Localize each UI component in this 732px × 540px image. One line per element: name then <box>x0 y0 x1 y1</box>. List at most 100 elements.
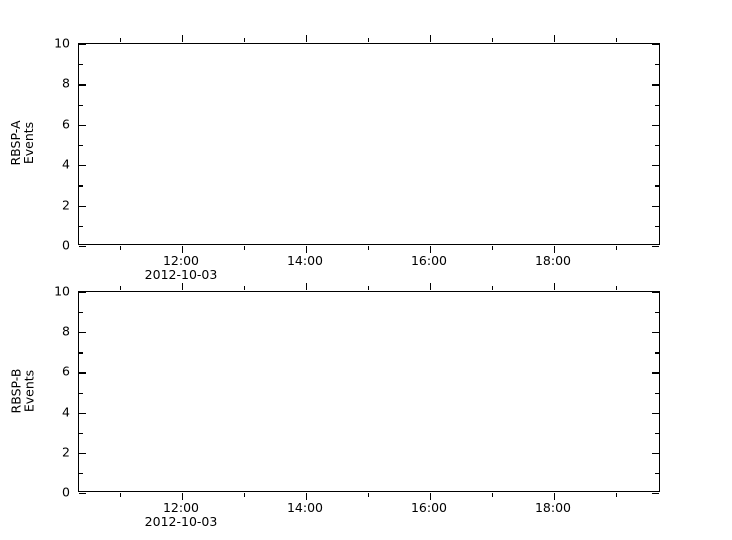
x-tick-top-minor-m1 <box>244 286 246 290</box>
x-tick-major-2 <box>430 246 432 253</box>
y-tick-right-minor-9 <box>655 312 659 314</box>
x-axis-date-label: 2012-10-03 <box>144 267 218 282</box>
y-tick-right-minor-5 <box>655 145 659 147</box>
x-tick-top-minor-m0 <box>120 286 122 290</box>
x-tick-minor-m1 <box>244 246 246 250</box>
y-tick-minor-5 <box>79 145 83 147</box>
x-tick-minor-m2 <box>368 246 370 250</box>
y-tick-right-minor-1 <box>655 225 659 228</box>
y-tick-right-major-0 <box>652 246 659 248</box>
x-tick-minor-m3 <box>492 246 494 250</box>
x-tick-top-minor-m4 <box>616 38 618 42</box>
y-tick-major-4 <box>79 165 86 167</box>
y-tick-minor-7 <box>79 352 83 354</box>
x-tick-label-1800: 18:00 <box>535 254 571 268</box>
tick-layer-rbsp-b <box>79 283 659 500</box>
y-tick-right-minor-9 <box>655 64 659 66</box>
y-tick-right-major-10 <box>652 44 659 46</box>
x-tick-major-0 <box>182 246 184 253</box>
y-tick-major-2 <box>79 452 86 455</box>
y-tick-minor-1 <box>79 472 83 475</box>
y-tick-major-6 <box>79 372 86 374</box>
y-tick-major-10 <box>79 292 86 294</box>
y-tick-label-6: 6 <box>62 116 70 132</box>
x-tick-time: 12:00 <box>162 253 200 268</box>
x-tick-top-major-0 <box>182 283 184 290</box>
x-tick-top-minor-m4 <box>616 286 618 290</box>
x-tick-label-1800: 18:00 <box>535 501 571 515</box>
y-tick-label-0: 0 <box>62 484 70 500</box>
x-tick-minor-m4 <box>616 246 618 250</box>
x-tick-top-major-2 <box>430 35 432 42</box>
y-tick-label-6: 6 <box>62 363 70 379</box>
y-tick-right-minor-1 <box>655 472 659 475</box>
y-tick-right-minor-3 <box>655 432 659 434</box>
x-tick-label-1200: 12:00 2012-10-03 <box>145 254 218 282</box>
y-tick-minor-9 <box>79 64 83 66</box>
y-tick-major-10 <box>79 44 86 46</box>
x-tick-major-1 <box>306 493 308 500</box>
y-tick-right-major-4 <box>652 412 659 414</box>
y-tick-major-8 <box>79 84 86 86</box>
x-tick-top-minor-m1 <box>244 38 246 42</box>
y-tick-label-10: 10 <box>54 35 70 51</box>
y-tick-right-major-0 <box>652 493 659 495</box>
y-tick-label-0: 0 <box>62 237 70 253</box>
y-tick-major-4 <box>79 412 86 414</box>
x-tick-top-major-1 <box>306 283 308 290</box>
x-tick-minor-m2 <box>368 493 370 497</box>
y-tick-minor-3 <box>79 432 83 434</box>
tick-layer-rbsp-a <box>79 35 659 253</box>
y-tick-major-0 <box>79 246 86 248</box>
y-axis-title-rbsp-b: RBSP-B Events <box>8 290 36 491</box>
y-tick-label-8: 8 <box>62 75 70 91</box>
y-tick-right-minor-3 <box>655 185 659 187</box>
y-tick-label-4: 4 <box>62 404 70 420</box>
y-tick-major-0 <box>79 493 86 495</box>
x-tick-label-1400: 14:00 <box>287 254 323 268</box>
x-tick-major-3 <box>554 493 556 500</box>
x-tick-top-minor-m3 <box>492 38 494 42</box>
x-tick-top-minor-m3 <box>492 286 494 290</box>
plot-area-rbsp-b[interactable] <box>78 283 660 500</box>
y-tick-major-2 <box>79 205 86 207</box>
y-tick-right-major-10 <box>652 292 659 294</box>
y-tick-label-2: 2 <box>62 444 70 460</box>
y-axis-title-line2: Events <box>21 121 36 165</box>
x-tick-minor-m3 <box>492 493 494 497</box>
y-tick-minor-7 <box>79 104 83 106</box>
x-tick-top-major-3 <box>554 35 556 42</box>
x-tick-top-major-3 <box>554 283 556 290</box>
y-tick-right-major-6 <box>652 124 659 127</box>
x-tick-time: 14:00 <box>286 500 324 515</box>
x-tick-label-1600: 16:00 <box>411 501 447 515</box>
y-axis-title-rbsp-a: RBSP-A Events <box>8 42 36 244</box>
y-tick-minor-5 <box>79 392 83 394</box>
y-axis-title-line2: Events <box>21 369 36 412</box>
x-tick-top-major-0 <box>182 35 184 42</box>
x-tick-minor-m0 <box>120 493 122 497</box>
x-tick-label-1600: 16:00 <box>411 254 447 268</box>
y-tick-minor-3 <box>79 185 83 187</box>
y-tick-right-major-6 <box>652 372 659 374</box>
x-tick-minor-m1 <box>244 493 246 497</box>
x-tick-minor-m4 <box>616 493 618 497</box>
y-tick-label-2: 2 <box>62 197 70 213</box>
x-tick-major-2 <box>430 493 432 500</box>
y-tick-right-major-2 <box>652 205 659 207</box>
y-tick-major-6 <box>79 124 86 127</box>
x-tick-time: 12:00 <box>162 500 200 515</box>
x-tick-time: 16:00 <box>410 253 448 268</box>
y-tick-right-major-8 <box>652 332 659 334</box>
plot-area-rbsp-a[interactable] <box>78 35 660 253</box>
x-tick-time: 18:00 <box>534 500 572 515</box>
x-tick-major-1 <box>306 246 308 253</box>
x-tick-top-minor-m0 <box>120 38 122 42</box>
y-tick-label-4: 4 <box>62 156 70 172</box>
y-tick-label-10: 10 <box>54 283 70 299</box>
y-tick-right-major-8 <box>652 84 659 86</box>
x-tick-label-1200: 12:00 2012-10-03 <box>145 501 218 529</box>
y-tick-right-minor-7 <box>655 104 659 106</box>
y-axis-title-line1: RBSP-B <box>8 368 23 413</box>
